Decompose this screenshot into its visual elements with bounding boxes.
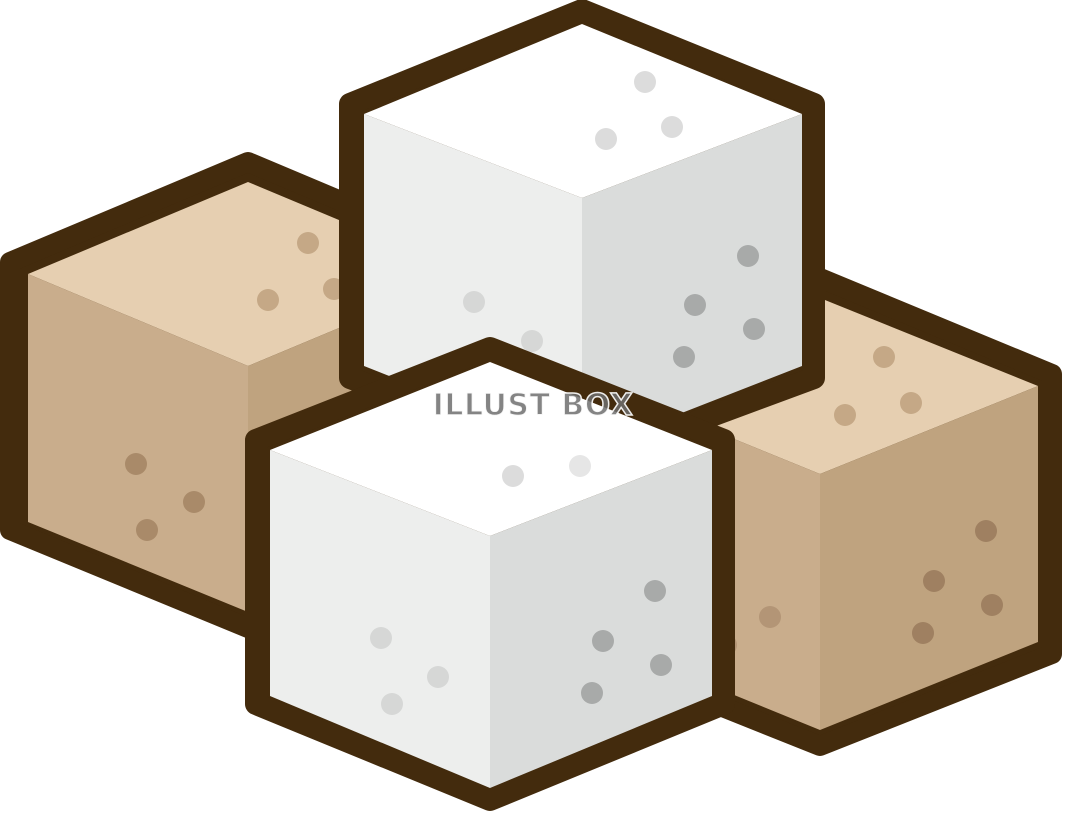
speckles	[370, 455, 672, 715]
white-sugar-cube-front	[245, 337, 735, 811]
